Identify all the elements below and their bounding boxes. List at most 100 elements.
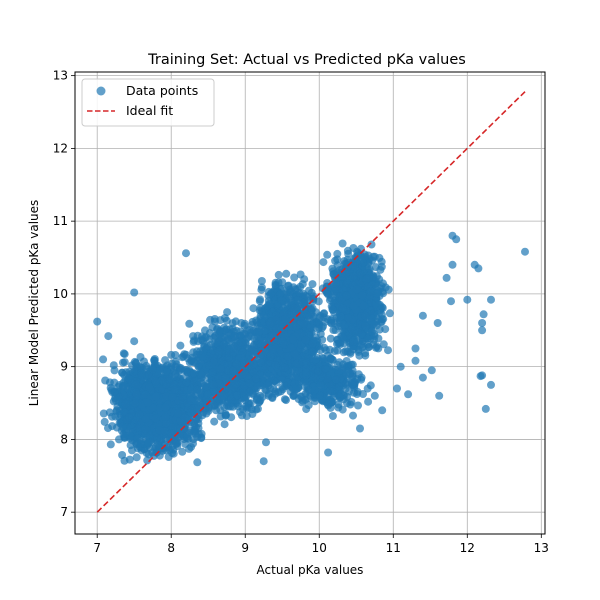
- data-point: [277, 324, 286, 333]
- data-point: [151, 377, 160, 386]
- data-point: [447, 297, 455, 306]
- data-point: [132, 453, 141, 462]
- data-point: [266, 352, 275, 360]
- data-point: [93, 317, 102, 326]
- data-point: [161, 356, 170, 365]
- data-point: [487, 380, 495, 389]
- data-point: [361, 311, 370, 320]
- data-point: [282, 269, 291, 278]
- data-point: [280, 395, 289, 404]
- data-point: [132, 390, 141, 399]
- data-point: [370, 391, 379, 400]
- data-point: [308, 280, 317, 289]
- data-point: [161, 403, 170, 412]
- data-point: [221, 410, 230, 418]
- data-point: [245, 379, 254, 388]
- data-point: [452, 235, 461, 244]
- data-point: [268, 345, 277, 354]
- data-point: [349, 302, 358, 310]
- data-point: [257, 277, 266, 285]
- data-point: [342, 291, 351, 300]
- data-point: [281, 315, 290, 323]
- data-point: [172, 372, 181, 381]
- data-point: [135, 410, 144, 419]
- data-point: [264, 381, 273, 390]
- data-point: [259, 457, 268, 466]
- data-point: [176, 341, 185, 350]
- data-point: [297, 392, 306, 401]
- data-point: [347, 325, 356, 334]
- data-point: [143, 398, 152, 407]
- data-point: [404, 390, 413, 399]
- data-point: [209, 380, 218, 389]
- data-point: [274, 388, 283, 397]
- data-points-layer: [93, 231, 529, 467]
- data-point: [328, 412, 337, 420]
- data-point: [104, 332, 113, 341]
- data-point: [244, 399, 253, 408]
- data-point: [230, 332, 239, 341]
- data-point: [308, 348, 317, 356]
- data-point: [335, 382, 344, 391]
- data-point: [266, 290, 275, 299]
- data-point: [232, 360, 241, 369]
- data-point: [250, 347, 258, 356]
- data-point: [203, 382, 211, 391]
- data-point: [396, 362, 405, 371]
- data-point: [481, 404, 490, 413]
- data-point: [371, 299, 380, 308]
- data-point: [363, 384, 372, 393]
- data-point: [235, 354, 244, 362]
- data-point: [348, 366, 357, 375]
- data-point: [299, 319, 308, 328]
- data-point: [338, 304, 347, 313]
- y-tick-label: 8: [60, 432, 68, 446]
- data-point: [266, 319, 275, 328]
- data-point: [237, 338, 246, 347]
- data-point: [326, 354, 335, 363]
- data-point: [189, 435, 198, 444]
- data-point: [193, 458, 202, 467]
- data-point: [237, 319, 246, 327]
- data-point: [125, 455, 134, 464]
- data-point: [433, 319, 442, 327]
- chart-title: Training Set: Actual vs Predicted pKa va…: [147, 52, 466, 68]
- data-point: [177, 364, 186, 373]
- data-point: [262, 438, 270, 447]
- data-point: [368, 327, 377, 336]
- data-point: [178, 393, 187, 402]
- data-point: [333, 346, 342, 355]
- data-point: [180, 385, 189, 394]
- data-point: [364, 397, 373, 406]
- data-point: [131, 380, 140, 389]
- data-point: [358, 291, 367, 300]
- data-point: [153, 441, 162, 450]
- x-tick-label: 9: [241, 541, 249, 555]
- data-point: [215, 348, 223, 356]
- data-point: [202, 409, 211, 418]
- data-point: [145, 383, 154, 392]
- data-point: [349, 272, 358, 280]
- data-point: [332, 375, 341, 384]
- data-point: [463, 295, 472, 304]
- data-point: [126, 441, 135, 450]
- data-point: [110, 366, 119, 375]
- data-point: [162, 419, 171, 428]
- data-point: [339, 348, 348, 357]
- data-point: [479, 310, 488, 319]
- data-point: [339, 395, 348, 404]
- data-point: [319, 313, 328, 322]
- data-point: [104, 424, 112, 433]
- data-point: [287, 343, 295, 352]
- data-point: [385, 309, 394, 318]
- data-point: [333, 249, 342, 258]
- data-point: [144, 450, 153, 459]
- data-point: [359, 301, 368, 310]
- data-point: [384, 346, 392, 355]
- data-point: [271, 361, 280, 370]
- data-point: [319, 354, 328, 363]
- data-point: [378, 315, 387, 324]
- data-point: [367, 287, 376, 296]
- data-point: [179, 424, 188, 433]
- data-point: [356, 340, 365, 349]
